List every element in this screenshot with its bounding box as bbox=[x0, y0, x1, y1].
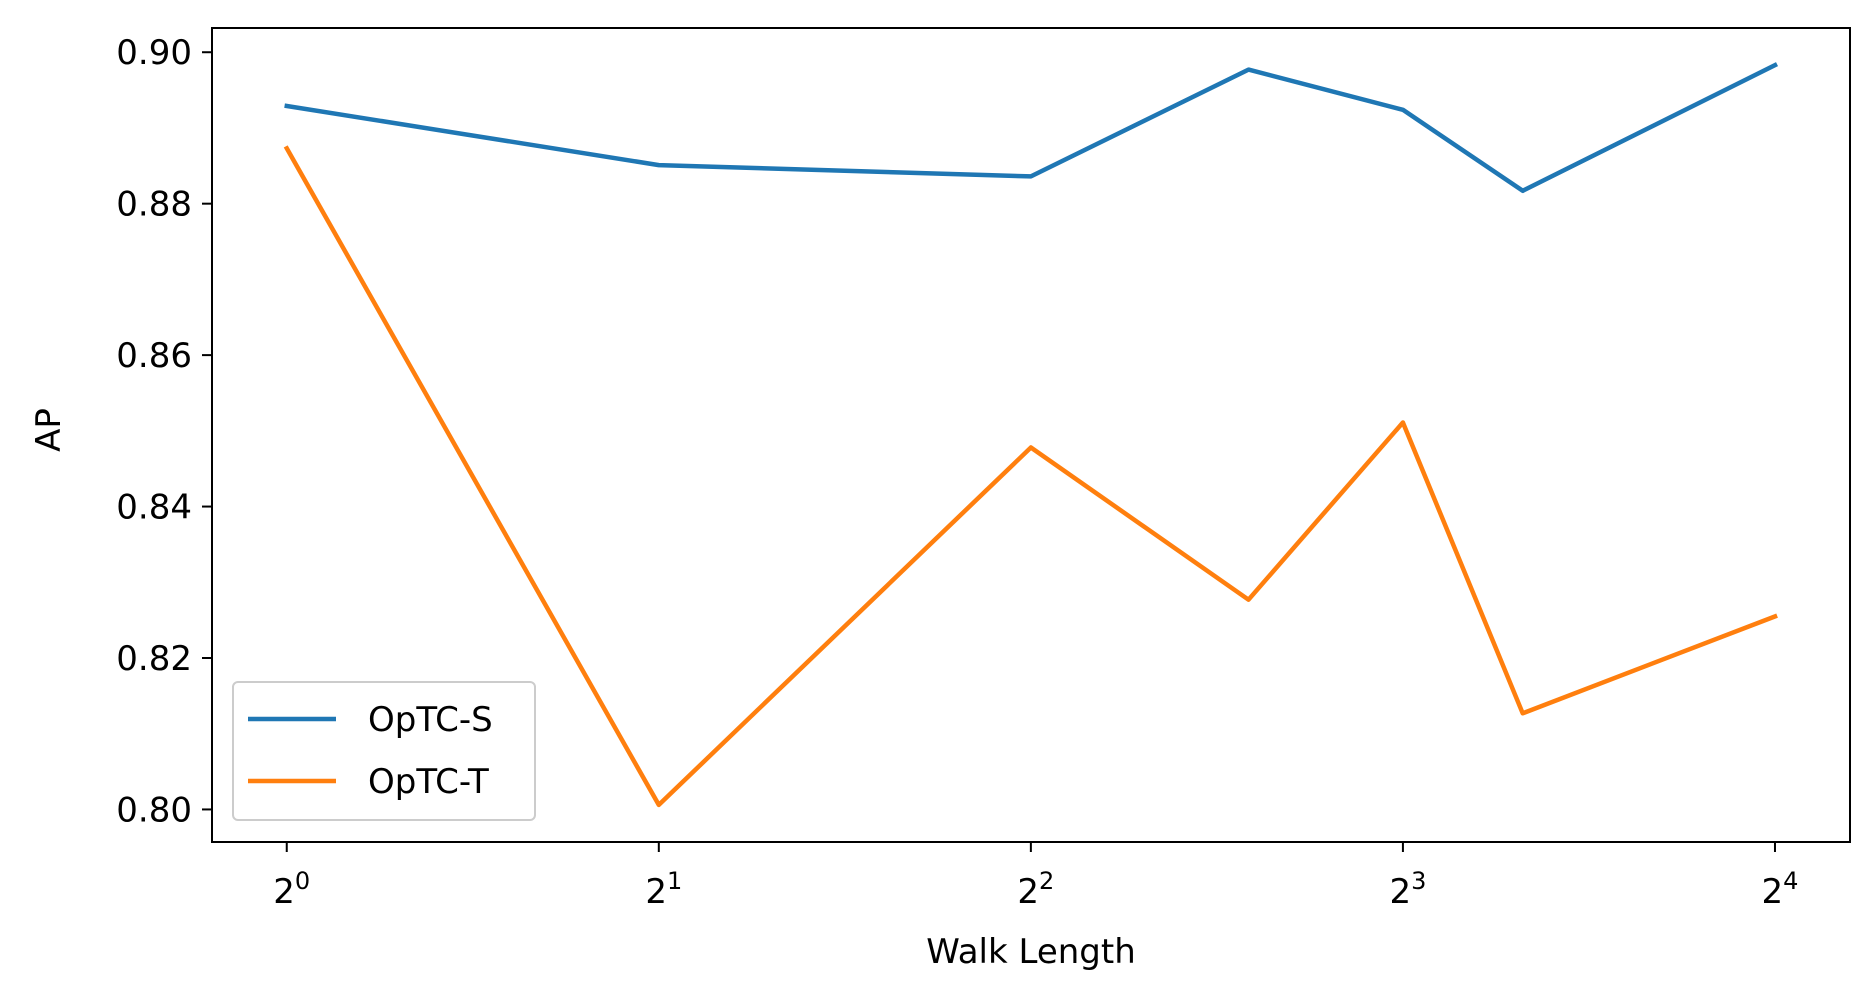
y-axis: 0.80 0.82 0.84 0.86 0.88 0.90 bbox=[116, 33, 212, 830]
y-tick-label: 0.82 bbox=[116, 639, 192, 679]
legend-box bbox=[232, 681, 536, 821]
x-tick-label-exponent: 0 bbox=[295, 867, 310, 895]
y-axis-label: AP bbox=[29, 408, 69, 452]
y-tick-label: 0.88 bbox=[116, 185, 192, 225]
x-tick-label-base: 2 bbox=[645, 872, 667, 912]
x-tick-label-base: 2 bbox=[1762, 872, 1784, 912]
x-tick-label-exponent: 4 bbox=[1783, 867, 1798, 895]
legend-label-2: OpTC-T bbox=[368, 762, 489, 802]
x-tick-label: 23 bbox=[1389, 867, 1426, 912]
legend: OpTC-S OpTC-T bbox=[232, 681, 536, 821]
series-line-2 bbox=[283, 145, 1778, 808]
y-tick-label: 0.90 bbox=[116, 33, 192, 73]
series-layer bbox=[283, 62, 1779, 808]
series-line-1 bbox=[284, 62, 1779, 194]
y-tick-label: 0.86 bbox=[116, 336, 192, 376]
legend-label-1: OpTC-S bbox=[368, 700, 493, 740]
x-tick-label-exponent: 2 bbox=[1039, 867, 1054, 895]
x-tick-label: 20 bbox=[273, 867, 310, 912]
x-tick-label: 22 bbox=[1017, 867, 1054, 912]
x-tick-label-base: 2 bbox=[1017, 872, 1039, 912]
x-tick-label-exponent: 3 bbox=[1411, 867, 1426, 895]
x-tick-label-base: 2 bbox=[1389, 872, 1411, 912]
y-tick-label: 0.80 bbox=[116, 790, 192, 830]
y-tick-label: 0.84 bbox=[116, 488, 192, 528]
x-tick-label: 24 bbox=[1762, 867, 1799, 912]
x-tick-label-exponent: 1 bbox=[667, 867, 682, 895]
x-axis: 20 21 22 23 24 bbox=[273, 842, 1798, 912]
x-axis-label: Walk Length bbox=[926, 932, 1136, 972]
x-tick-label-base: 2 bbox=[273, 872, 295, 912]
x-tick-label: 21 bbox=[645, 867, 682, 912]
